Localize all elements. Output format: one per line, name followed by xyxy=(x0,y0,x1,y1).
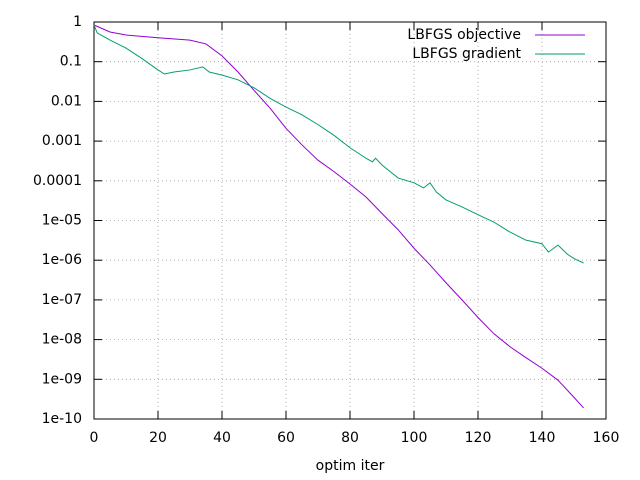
y-tick-label: 0.01 xyxy=(51,93,82,109)
x-tick-label: 60 xyxy=(277,430,295,446)
y-tick-label: 1e-05 xyxy=(42,213,82,229)
x-tick-label: 140 xyxy=(529,430,556,446)
x-tick-label: 160 xyxy=(593,430,620,446)
data-line xyxy=(93,24,584,264)
y-tick-label: 0.1 xyxy=(60,54,82,70)
x-tick-label: 120 xyxy=(465,430,492,446)
y-tick-label: 1e-09 xyxy=(42,371,82,387)
y-tick-label: 1e-08 xyxy=(42,332,82,348)
y-tick-label: 1e-07 xyxy=(42,292,82,308)
x-tick-label: 100 xyxy=(401,430,428,446)
x-axis-label: optim iter xyxy=(316,458,385,474)
y-tick-label: 1 xyxy=(73,14,82,30)
y-tick-label: 1e-06 xyxy=(42,252,82,268)
x-tick-label: 80 xyxy=(341,430,359,446)
legend-label: LBFGS gradient xyxy=(412,46,521,62)
x-tick-label: 20 xyxy=(149,430,167,446)
data-line xyxy=(93,24,584,409)
y-tick-label: 0.0001 xyxy=(33,173,82,189)
x-tick-label: 40 xyxy=(213,430,231,446)
legend-label: LBFGS objective xyxy=(407,27,521,43)
plot-border xyxy=(93,21,607,420)
y-tick-label: 1e-10 xyxy=(42,411,82,427)
y-tick-label: 0.001 xyxy=(42,133,82,149)
x-tick-label: 0 xyxy=(90,430,99,446)
